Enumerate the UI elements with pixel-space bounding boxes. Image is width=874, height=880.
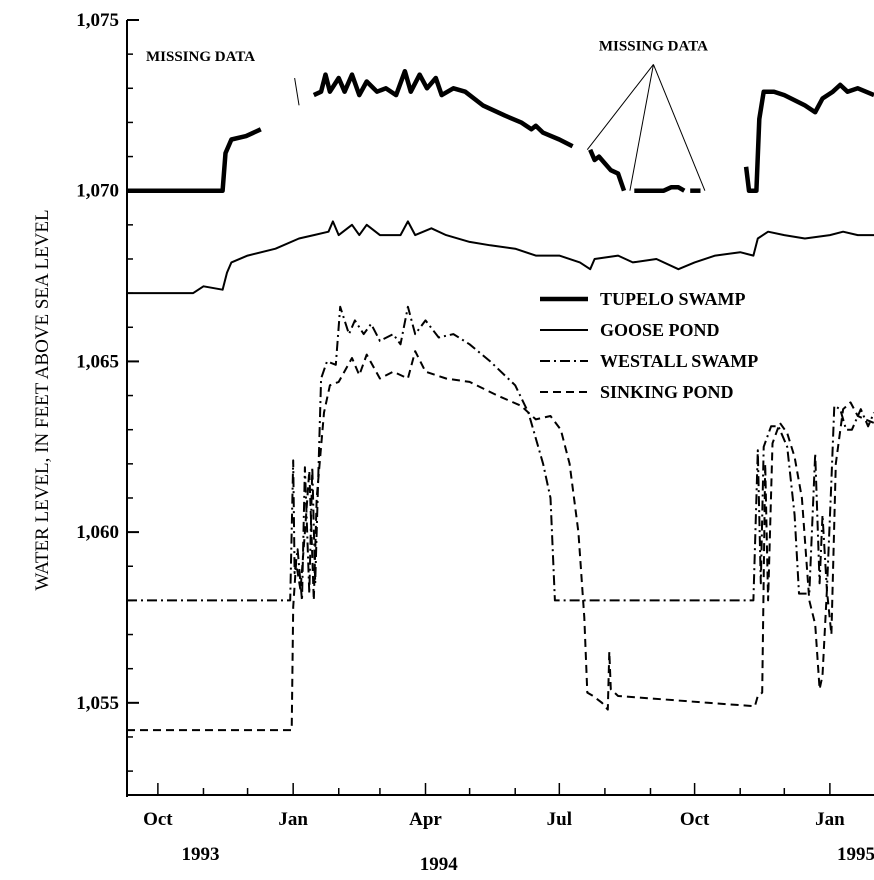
year-labels: 1993 1994 1995 bbox=[182, 844, 874, 875]
legend: TUPELO SWAMP GOOSE POND WESTALL SWAMP SINKI… bbox=[540, 289, 758, 402]
missing-data-annotation: MISSING DATA bbox=[599, 39, 708, 55]
series-line bbox=[743, 82, 874, 193]
series-line bbox=[588, 148, 627, 192]
annotation-pointer bbox=[629, 64, 654, 191]
annotations: MISSING DATA MISSING DATA bbox=[146, 39, 708, 191]
y-tick-label: 1,070 bbox=[76, 181, 119, 202]
series-line bbox=[127, 127, 262, 193]
series-line bbox=[127, 305, 874, 602]
series-sinking-pond bbox=[127, 350, 874, 732]
x-tick-label: Oct bbox=[680, 809, 710, 830]
x-tick-label: Jan bbox=[278, 809, 308, 830]
x-tick-label: Jul bbox=[547, 809, 572, 830]
y-axis: 1,055 1,060 1,065 1,070 1,075 bbox=[76, 10, 139, 772]
annotation-pointer bbox=[652, 64, 706, 191]
y-tick-label: 1,075 bbox=[76, 10, 119, 31]
y-tick-label: 1,055 bbox=[76, 693, 119, 714]
y-tick-label: 1,065 bbox=[76, 351, 119, 372]
annotation-pointer bbox=[586, 64, 654, 151]
legend-label: WESTALL SWAMP bbox=[600, 351, 758, 371]
year-label: 1994 bbox=[420, 854, 459, 875]
x-tick-label: Oct bbox=[143, 809, 173, 830]
legend-label: GOOSE POND bbox=[600, 320, 720, 340]
series-goose-pond bbox=[127, 220, 874, 295]
plot-frame bbox=[126, 20, 874, 797]
x-axis: Oct Jan Apr Jul Oct Jan bbox=[143, 783, 845, 830]
y-tick-label: 1,060 bbox=[76, 522, 119, 543]
y-axis-label: WATER LEVEL, IN FEET ABOVE SEA LEVEL bbox=[32, 209, 53, 590]
series-line bbox=[312, 68, 574, 149]
series-westall-swamp bbox=[127, 305, 874, 602]
series-line bbox=[634, 185, 686, 193]
year-label: 1993 bbox=[182, 844, 220, 865]
series-tupelo-swamp bbox=[127, 68, 874, 193]
x-tick-label: Jan bbox=[815, 809, 845, 830]
series-layer bbox=[127, 68, 874, 732]
x-tick-label: Apr bbox=[409, 809, 442, 830]
series-line bbox=[127, 220, 874, 295]
annotation-pointer bbox=[294, 77, 300, 106]
series-line bbox=[127, 350, 874, 732]
missing-data-annotation: MISSING DATA bbox=[146, 49, 255, 65]
year-label: 1995 bbox=[837, 844, 874, 865]
legend-label: SINKING POND bbox=[600, 382, 734, 402]
legend-label: TUPELO SWAMP bbox=[600, 289, 746, 309]
